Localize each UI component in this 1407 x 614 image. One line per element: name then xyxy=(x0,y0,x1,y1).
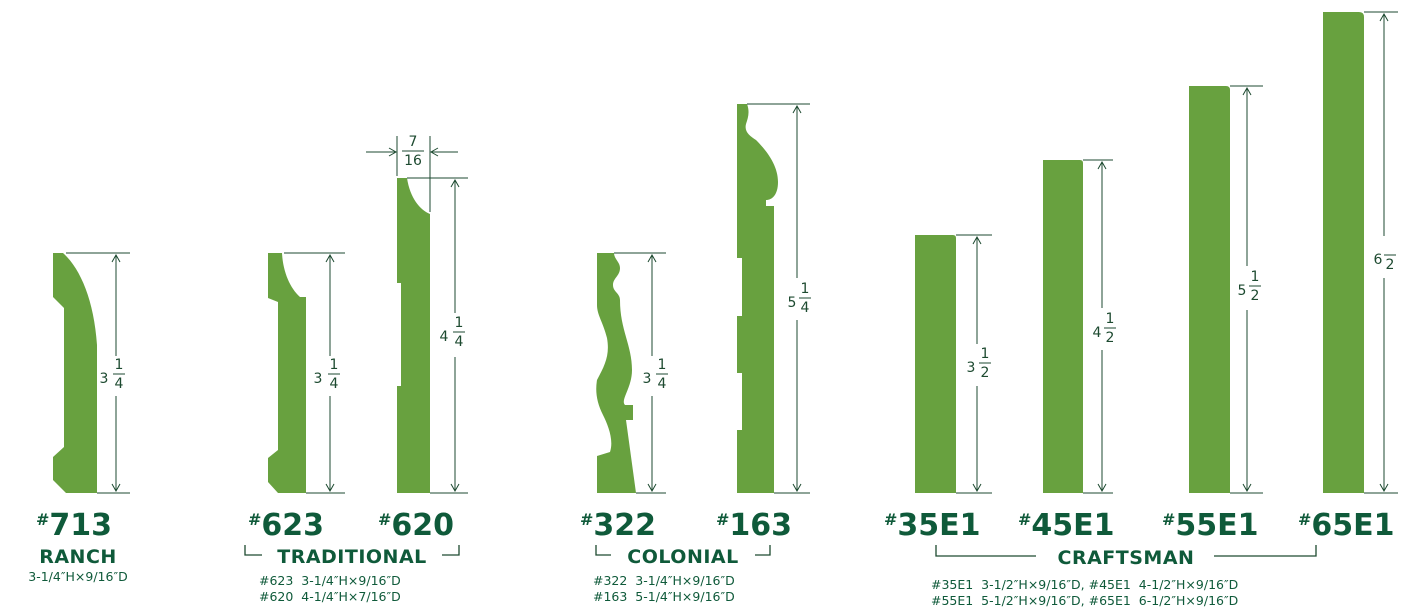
height-num-620: 1 xyxy=(455,315,464,331)
spec-traditional-2: #620 4-1/4″H×7/16″D xyxy=(259,589,401,604)
profile-code-713: #713 xyxy=(36,508,112,543)
height-whole-35e1: 3 xyxy=(967,360,976,376)
dimension-163: 5 1 4 xyxy=(747,103,811,494)
profile-code-35e1: #35E1 xyxy=(884,508,981,543)
group-label-traditional: TRADITIONAL xyxy=(277,546,427,568)
group-label-ranch: RANCH xyxy=(39,546,117,568)
height-num-45e1: 1 xyxy=(1106,311,1115,327)
profile-code-65e1: #65E1 xyxy=(1298,508,1395,543)
spec-traditional-1: #623 3-1/4″H×9/16″D xyxy=(259,573,401,588)
height-den-623: 4 xyxy=(330,376,339,392)
height-num-623: 1 xyxy=(330,357,339,373)
height-num-713: 1 xyxy=(115,357,124,373)
profile-65e1: 6 2 #65E1 xyxy=(1298,11,1398,543)
height-whole-620: 4 xyxy=(440,329,449,345)
profile-code-623: #623 xyxy=(248,508,324,543)
height-whole-45e1: 4 xyxy=(1093,325,1102,341)
dimension-623: 3 1 4 xyxy=(284,252,345,494)
group-label-colonial: COLONIAL xyxy=(627,546,738,568)
profile-322-shape xyxy=(596,253,636,493)
depth-den-620: 16 xyxy=(404,153,422,169)
spec-craftsman-1: #35E1 3-1/2″H×9/16″D, #45E1 4-1/2″H×9/16… xyxy=(931,577,1238,592)
profile-code-163: #163 xyxy=(716,508,792,543)
profile-65e1-shape xyxy=(1323,12,1364,493)
height-num-322: 1 xyxy=(658,357,667,373)
height-den-713: 4 xyxy=(115,376,124,392)
height-whole-322: 3 xyxy=(643,371,652,387)
profile-620-shape xyxy=(397,178,430,493)
dimension-35e1: 3 1 2 xyxy=(956,234,992,494)
height-den-163: 4 xyxy=(801,300,810,316)
profile-45e1: 4 1 2 #45E1 xyxy=(1018,159,1116,543)
height-whole-65e1: 6 xyxy=(1374,252,1383,268)
height-num-163: 1 xyxy=(801,281,810,297)
dimension-55e1: 5 1 2 xyxy=(1230,85,1263,494)
height-num-35e1: 1 xyxy=(981,346,990,362)
dimension-45e1: 4 1 2 xyxy=(1083,159,1116,494)
colonial-bracket: COLONIAL xyxy=(595,545,771,568)
spec-colonial-1: #322 3-1/4″H×9/16″D xyxy=(593,573,735,588)
height-den-55e1: 2 xyxy=(1251,288,1260,304)
profile-code-45e1: #45E1 xyxy=(1018,508,1115,543)
profile-620: 4 1 4 7 16 #620 xyxy=(366,134,468,543)
height-den-65e1: 2 xyxy=(1386,257,1395,273)
group-label-craftsman: CRAFTSMAN xyxy=(1058,547,1195,569)
spec-ranch: 3-1/4″H×9/16″D xyxy=(28,569,128,584)
height-den-620: 4 xyxy=(455,334,464,350)
profile-45e1-shape xyxy=(1043,160,1083,493)
profile-55e1-shape xyxy=(1189,86,1230,493)
height-den-322: 4 xyxy=(658,376,667,392)
height-whole-55e1: 5 xyxy=(1238,283,1247,299)
craftsman-bracket: CRAFTSMAN xyxy=(935,545,1317,569)
dimension-65e1: 6 2 xyxy=(1364,11,1398,494)
profile-35e1-shape xyxy=(915,235,956,493)
spec-craftsman-2: #55E1 5-1/2″H×9/16″D, #65E1 6-1/2″H×9/16… xyxy=(931,593,1238,608)
profile-623: 3 1 4 #623 xyxy=(248,252,345,543)
height-den-45e1: 2 xyxy=(1106,330,1115,346)
profile-713-shape xyxy=(53,253,97,493)
profile-code-322: #322 xyxy=(580,508,656,543)
depth-num-620: 7 xyxy=(409,134,418,150)
profile-code-620: #620 xyxy=(378,508,454,543)
spec-colonial-2: #163 5-1/4″H×9/16″D xyxy=(593,589,735,604)
height-whole-713: 3 xyxy=(100,371,109,387)
profile-623-shape xyxy=(268,253,306,493)
profile-163: 5 1 4 #163 xyxy=(716,103,811,543)
height-den-35e1: 2 xyxy=(981,365,990,381)
dimension-620: 4 1 4 7 16 xyxy=(366,134,468,494)
profile-55e1: 5 1 2 #55E1 xyxy=(1162,85,1263,543)
height-whole-163: 5 xyxy=(788,295,797,311)
profile-code-55e1: #55E1 xyxy=(1162,508,1259,543)
dimension-713: 3 1 4 xyxy=(66,252,130,494)
profile-713: 3 1 4 #713 xyxy=(36,252,130,543)
profile-163-shape xyxy=(737,104,778,493)
profile-322: 3 1 4 #322 xyxy=(580,252,668,543)
profile-35e1: 3 1 2 #35E1 xyxy=(884,234,992,543)
traditional-bracket: TRADITIONAL xyxy=(244,545,460,568)
height-num-55e1: 1 xyxy=(1251,269,1260,285)
dimension-322: 3 1 4 xyxy=(614,252,668,494)
height-whole-623: 3 xyxy=(314,371,323,387)
